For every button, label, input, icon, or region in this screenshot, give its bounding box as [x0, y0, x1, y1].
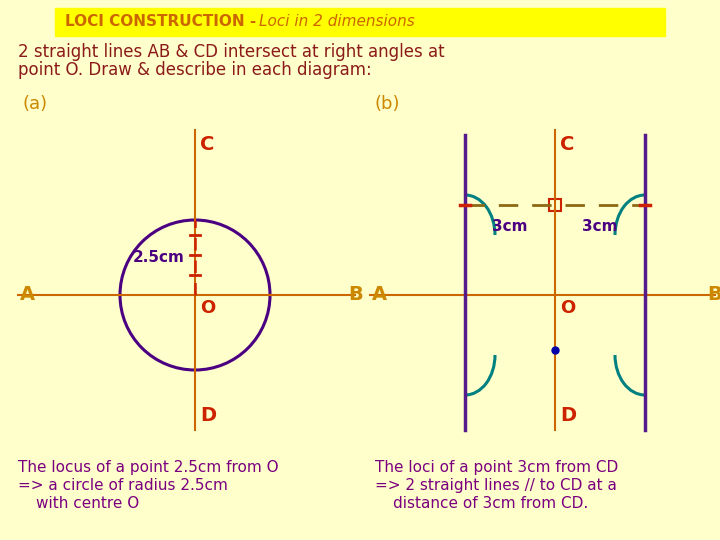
- Text: => 2 straight lines // to CD at a: => 2 straight lines // to CD at a: [375, 478, 617, 493]
- Text: O: O: [560, 299, 575, 317]
- Text: (a): (a): [22, 95, 47, 113]
- Text: with centre O: with centre O: [36, 496, 139, 511]
- Text: A: A: [372, 286, 387, 305]
- Text: 2.5cm: 2.5cm: [133, 249, 185, 265]
- Text: => a circle of radius 2.5cm: => a circle of radius 2.5cm: [18, 478, 228, 493]
- Text: D: D: [200, 406, 216, 425]
- Text: O: O: [200, 299, 215, 317]
- Text: C: C: [560, 135, 575, 154]
- Text: The loci of a point 3cm from CD: The loci of a point 3cm from CD: [375, 460, 618, 475]
- Text: 2 straight lines AB & CD intersect at right angles at: 2 straight lines AB & CD intersect at ri…: [18, 43, 445, 61]
- Text: The locus of a point 2.5cm from O: The locus of a point 2.5cm from O: [18, 460, 279, 475]
- Bar: [549, 199, 561, 211]
- Text: LOCI CONSTRUCTION -: LOCI CONSTRUCTION -: [65, 15, 261, 30]
- Text: C: C: [200, 135, 215, 154]
- Text: Loci in 2 dimensions: Loci in 2 dimensions: [259, 15, 415, 30]
- Text: (b): (b): [375, 95, 400, 113]
- Text: 3cm: 3cm: [492, 219, 528, 234]
- Text: B: B: [707, 286, 720, 305]
- Text: distance of 3cm from CD.: distance of 3cm from CD.: [393, 496, 588, 511]
- Text: point O. Draw & describe in each diagram:: point O. Draw & describe in each diagram…: [18, 61, 372, 79]
- Text: A: A: [20, 286, 35, 305]
- Bar: [55, 8, 665, 36]
- Text: D: D: [560, 406, 576, 425]
- Text: 3cm: 3cm: [582, 219, 618, 234]
- Text: B: B: [348, 286, 363, 305]
